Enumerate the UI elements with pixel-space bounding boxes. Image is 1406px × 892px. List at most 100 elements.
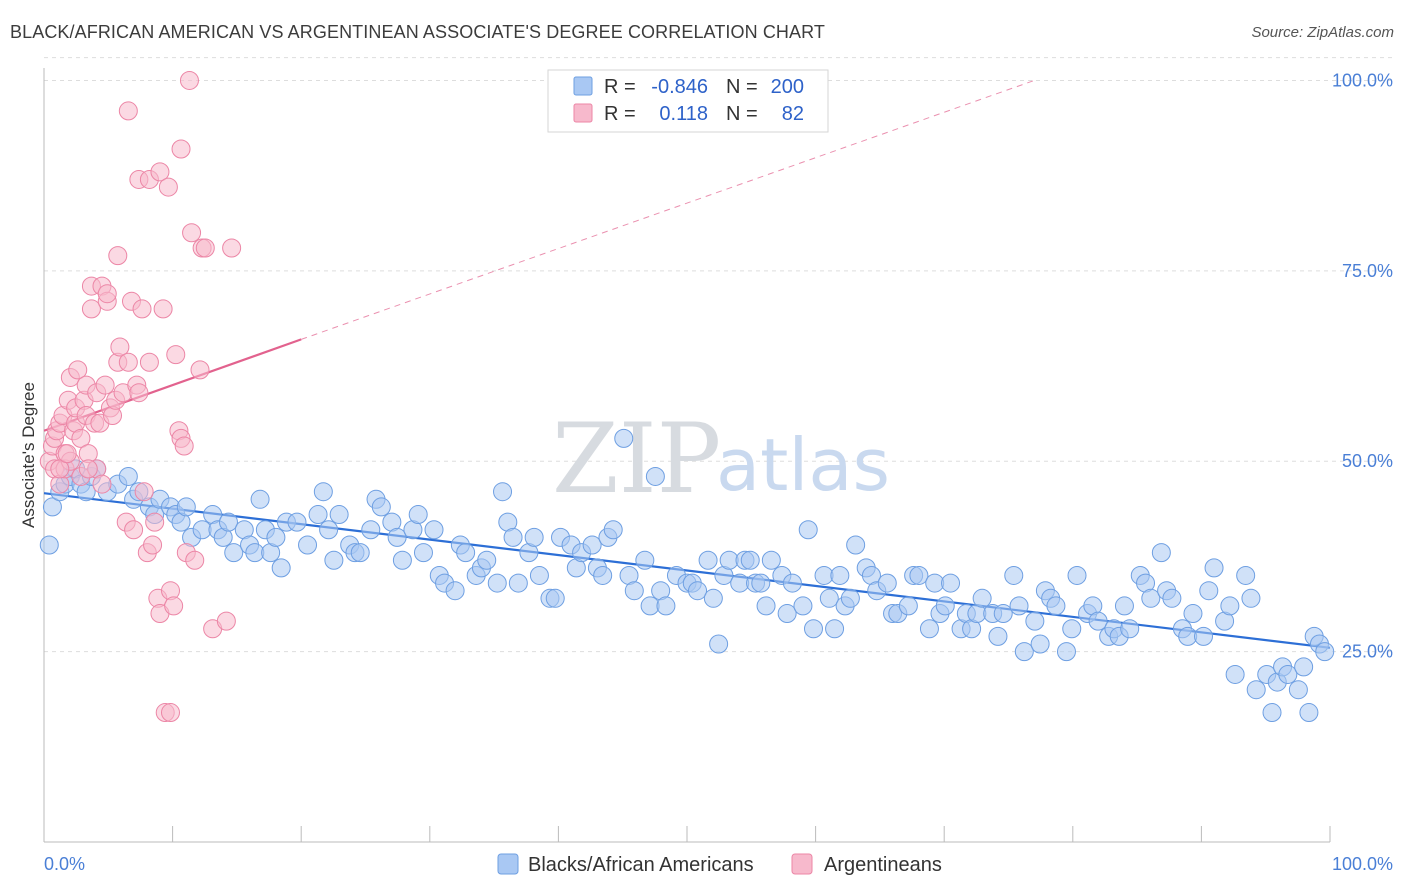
point-blacks-161	[1114, 596, 1134, 616]
point-argentineans-65	[166, 345, 186, 365]
point-blacks-57	[424, 520, 444, 540]
point-blacks-117	[825, 619, 845, 639]
watermark: ZIP atlas	[552, 403, 890, 515]
point-argentineans-57	[150, 162, 170, 182]
point-blacks-60	[445, 581, 465, 601]
point-blacks-44	[329, 505, 349, 525]
bottom-legend-label-blacks: Blacks/African Americans	[528, 854, 754, 876]
point-argentineans-33	[97, 284, 117, 304]
point-blacks-170	[1178, 626, 1198, 646]
point-blacks-176	[1220, 596, 1240, 616]
legend-swatch-argentineans	[573, 103, 593, 123]
point-argentineans-63	[160, 703, 180, 723]
point-blacks-48	[361, 520, 381, 540]
point-blacks-153	[1062, 619, 1082, 639]
source-label: Source: ZipAtlas.com	[1251, 24, 1394, 41]
point-blacks-188	[1299, 703, 1319, 723]
point-argentineans-67	[171, 139, 191, 159]
scatter-points	[39, 70, 1335, 723]
point-blacks-82	[593, 565, 613, 585]
point-argentineans-64	[164, 596, 184, 616]
legend-r-label-argentineans: R =	[604, 103, 636, 125]
point-blacks-101	[719, 550, 739, 570]
point-blacks-47	[350, 543, 370, 563]
point-blacks-151	[1046, 596, 1066, 616]
point-argentineans-55	[145, 512, 165, 532]
point-blacks-65	[477, 550, 497, 570]
watermark-atlas: atlas	[716, 423, 890, 507]
point-blacks-172	[1194, 626, 1214, 646]
point-blacks-70	[508, 573, 528, 593]
point-argentineans-43	[118, 352, 138, 372]
point-blacks-55	[408, 505, 428, 525]
point-blacks-50	[371, 497, 391, 517]
point-blacks-152	[1056, 642, 1076, 662]
x-tick-label-0: 0.0%	[44, 854, 85, 874]
point-blacks-80	[582, 535, 602, 555]
point-blacks-112	[793, 596, 813, 616]
y-tick-label-3: 100.0%	[1332, 70, 1393, 90]
point-blacks-67	[493, 482, 513, 502]
point-blacks-32	[250, 489, 270, 509]
bottom-legend-swatch-argentineans	[791, 853, 813, 875]
point-blacks-92	[656, 596, 676, 616]
point-blacks-115	[814, 565, 834, 585]
point-blacks-53	[392, 550, 412, 570]
point-argentineans-69	[174, 436, 194, 456]
point-blacks-36	[271, 558, 291, 578]
point-argentineans-71	[179, 70, 199, 90]
legend-n-label-argentineans: N =	[726, 103, 758, 125]
point-blacks-106	[751, 573, 771, 593]
point-argentineans-42	[118, 101, 138, 121]
bottom-legend: Blacks/African Americans Argentineans	[497, 853, 942, 876]
point-blacks-38	[287, 512, 307, 532]
point-blacks-174	[1204, 558, 1224, 578]
point-blacks-89	[640, 596, 660, 616]
point-argentineans-29	[92, 474, 112, 494]
point-blacks-154	[1067, 565, 1087, 585]
legend-swatch-blacks	[573, 76, 593, 96]
point-blacks-66	[487, 573, 507, 593]
point-blacks-1	[42, 497, 62, 517]
point-blacks-42	[319, 520, 339, 540]
point-blacks-116	[819, 588, 839, 608]
x-tick-labels: 0.0% 100.0%	[44, 854, 1393, 874]
legend-r-value-blacks: -0.846	[651, 76, 708, 98]
point-blacks-114	[803, 619, 823, 639]
point-blacks-40	[308, 505, 328, 525]
legend-n-value-blacks: 200	[771, 76, 804, 98]
point-blacks-108	[761, 550, 781, 570]
watermark-zip: ZIP	[552, 403, 721, 515]
point-blacks-185	[1278, 664, 1298, 684]
legend: R = -0.846 N = 200 R = 0.118 N = 82	[547, 69, 829, 133]
point-blacks-143	[993, 604, 1013, 624]
point-blacks-75	[545, 588, 565, 608]
legend-box	[547, 69, 829, 133]
point-blacks-140	[972, 588, 992, 608]
point-blacks-120	[840, 588, 860, 608]
point-blacks-72	[524, 527, 544, 547]
point-argentineans-59	[153, 299, 173, 319]
y-tick-label-0: 25.0%	[1342, 642, 1393, 662]
point-blacks-97	[698, 550, 718, 570]
point-argentineans-45	[124, 520, 144, 540]
point-blacks-90	[645, 466, 665, 486]
point-blacks-96	[688, 581, 708, 601]
point-blacks-131	[919, 619, 939, 639]
point-blacks-99	[709, 634, 729, 654]
point-blacks-182	[1262, 703, 1282, 723]
grid-lines	[44, 57, 1392, 653]
point-blacks-146	[1014, 642, 1034, 662]
point-argentineans-48	[129, 383, 149, 403]
point-blacks-118	[830, 565, 850, 585]
y-tick-labels: 25.0% 50.0% 75.0% 100.0%	[1332, 70, 1393, 661]
point-blacks-104	[740, 550, 760, 570]
point-argentineans-23	[81, 299, 101, 319]
point-blacks-173	[1199, 581, 1219, 601]
point-argentineans-61	[158, 177, 178, 197]
point-blacks-73	[529, 565, 549, 585]
point-argentineans-49	[132, 299, 152, 319]
point-blacks-191	[1315, 642, 1335, 662]
legend-n-label-blacks: N =	[726, 76, 758, 98]
